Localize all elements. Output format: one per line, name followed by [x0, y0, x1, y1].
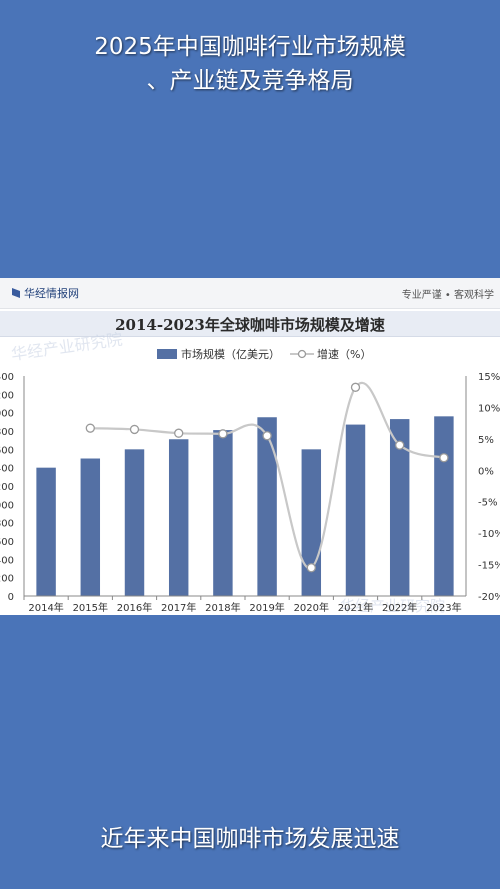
y-left-tick-label: 0 — [8, 592, 14, 603]
x-tick-label: 2014年 — [28, 601, 63, 614]
x-tick-label: 2020年 — [294, 601, 329, 614]
x-tick-label: 2022年 — [382, 601, 417, 614]
growth-point — [262, 431, 272, 441]
video-title: 2025年中国咖啡行业市场规模 、产业链及竞争格局 — [0, 30, 500, 98]
x-tick-label: 2017年 — [161, 601, 196, 614]
y-left-tick-label: 1600 — [0, 445, 14, 456]
y-left-tick-label: 1400 — [0, 464, 14, 475]
y-right-tick-label: 15% — [478, 372, 500, 383]
bar — [301, 449, 322, 596]
y-left-tick-label: 600 — [0, 537, 14, 548]
y-left-tick-label: 2200 — [0, 390, 14, 401]
y-right-tick-label: 5% — [478, 435, 494, 446]
bar — [213, 430, 233, 596]
y-axis-right: -20% -15% -10% -5% 0% 5% 10% 15% — [465, 372, 500, 603]
bar — [36, 467, 56, 596]
x-tick-label: 2021年 — [338, 601, 373, 614]
bar — [434, 416, 454, 596]
video-title-line-2: 、产业链及竞争格局 — [146, 68, 354, 94]
legend: 市场规模（亿美元） 增速（%） — [157, 347, 371, 361]
y-left-tick-label: 2000 — [0, 409, 14, 420]
y-right-tick-label: -15% — [478, 561, 500, 572]
x-tick-label: 2019年 — [249, 601, 284, 614]
chart-svg: 华经产业研究院 华经产业研究院 市场规模（亿美元） 增速（%） 0 200 400 6… — [0, 330, 500, 615]
brand: 华经情报网 — [12, 285, 79, 301]
y-right-tick-label: 10% — [478, 403, 500, 414]
y-right-tick-label: -10% — [478, 529, 500, 540]
growth-line — [90, 382, 445, 569]
y-right-tick-label: -5% — [478, 498, 497, 509]
chart-title: 2014-2023年全球咖啡市场规模及增速 — [115, 316, 385, 334]
legend-label-line: 增速（%） — [317, 347, 371, 361]
watermark-bottom: 华经产业研究院 — [340, 597, 445, 615]
y-axis-left: 0 200 400 600 800 1000 1200 1400 1600 1800 2000 220… — [0, 372, 25, 603]
bar — [168, 439, 189, 596]
chart-title-banner: 2014-2023年全球咖啡市场规模及增速 — [0, 311, 500, 337]
x-tick-label: 2015年 — [73, 601, 108, 614]
bar — [389, 419, 410, 596]
growth-point — [306, 563, 316, 573]
y-left-tick-label: 800 — [0, 519, 14, 530]
growth-point — [174, 428, 184, 438]
logo-icon — [12, 288, 20, 298]
y-left-tick-label: 400 — [0, 555, 14, 566]
growth-point — [129, 424, 140, 435]
y-left-tick-label: 1200 — [0, 482, 14, 493]
x-tick-label: 2016年 — [117, 601, 152, 614]
line-series — [85, 382, 449, 573]
growth-point — [350, 382, 361, 392]
panel-top-bar: 华经情报网 专业严谨 • 客观科学 — [0, 278, 500, 309]
y-left-tick-label: 200 — [0, 574, 14, 585]
legend-label-bar: 市场规模（亿美元） — [181, 347, 280, 361]
bar — [257, 417, 277, 596]
legend-swatch-marker — [297, 349, 307, 359]
x-tick-label: 2018年 — [205, 601, 240, 614]
bar-series — [36, 416, 454, 596]
video-caption: 近年来中国咖啡市场发展迅速 — [100, 826, 400, 852]
growth-point — [85, 423, 95, 433]
y-right-tick-label: -20% — [478, 592, 500, 603]
x-axis: 2014年 2015年 2016年 2017年 2018年 2019年 2020年 2021年… — [23, 595, 466, 614]
bar — [80, 458, 101, 596]
watermark-top: 华经产业研究院 — [10, 330, 124, 364]
y-left-tick-label: 1000 — [0, 500, 14, 511]
y-right-tick-label: 0% — [478, 466, 494, 477]
growth-point — [439, 453, 449, 463]
x-tick-label: 2023年 — [426, 601, 461, 614]
bar — [345, 424, 366, 596]
video-title-line-1: 2025年中国咖啡行业市场规模 — [94, 34, 406, 60]
slogan: 专业严谨 • 客观科学 — [401, 290, 494, 301]
brand-name: 华经情报网 — [24, 287, 79, 300]
bar — [124, 449, 145, 596]
growth-point — [395, 440, 405, 450]
legend-swatch-bar — [157, 349, 177, 359]
y-left-tick-label: 1800 — [0, 427, 14, 438]
y-left-tick-label: 2400 — [0, 372, 14, 383]
growth-point — [218, 429, 228, 439]
chart-panel: 华经情报网 专业严谨 • 客观科学 2014-2023年全球咖啡市场规模及增速 … — [0, 278, 500, 615]
